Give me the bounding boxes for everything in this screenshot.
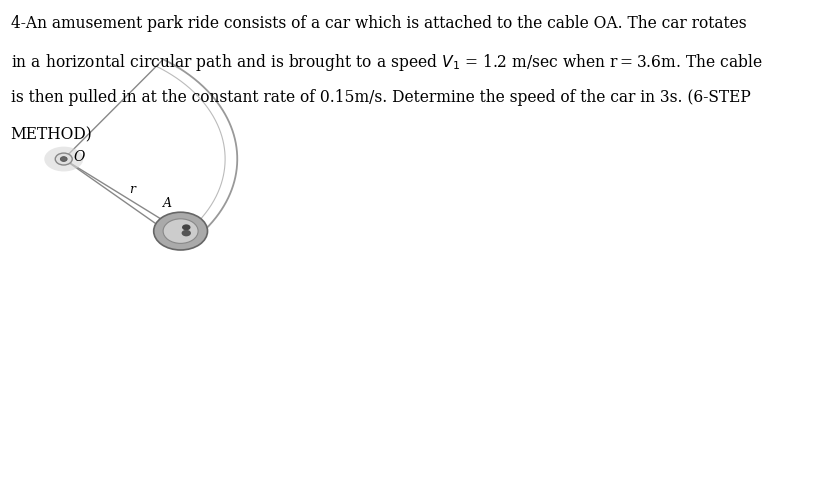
Circle shape: [154, 212, 208, 250]
Text: is then pulled in at the constant rate of 0.15m/s. Determine the speed of the ca: is then pulled in at the constant rate o…: [11, 89, 749, 106]
Circle shape: [182, 224, 190, 230]
Circle shape: [181, 230, 191, 237]
Ellipse shape: [44, 147, 84, 171]
Circle shape: [55, 153, 72, 165]
Text: A: A: [163, 197, 172, 210]
Text: in a horizontal circular path and is brought to a speed $V_1$ = 1.2 m/sec when r: in a horizontal circular path and is bro…: [11, 52, 762, 73]
Circle shape: [60, 157, 67, 162]
Text: r: r: [129, 183, 135, 196]
Circle shape: [163, 219, 198, 244]
Text: O: O: [74, 150, 85, 164]
Text: METHOD): METHOD): [11, 127, 93, 144]
Text: 4-An amusement park ride consists of a car which is attached to the cable OA. Th: 4-An amusement park ride consists of a c…: [11, 15, 745, 32]
